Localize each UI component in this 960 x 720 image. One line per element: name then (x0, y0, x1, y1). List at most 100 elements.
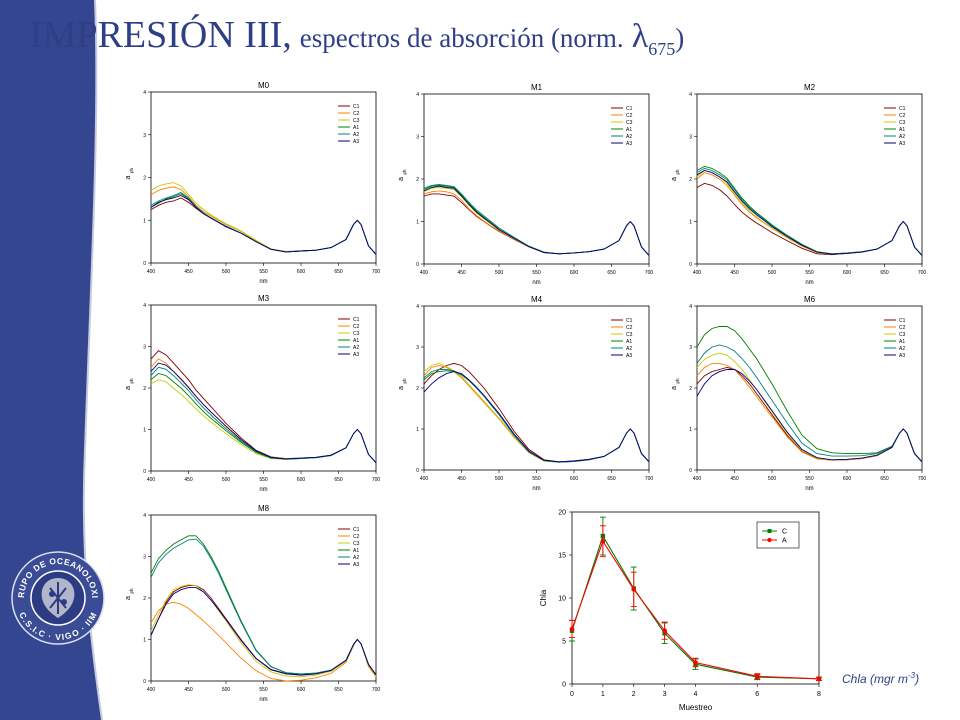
chla-caption-exponent: -3 (908, 671, 916, 680)
legend-label-c3: C3 (626, 120, 633, 126)
spectrum-panel-m4: M4 400 450 500 550 600 650 700 0 1 2 3 4 nm a ph C1 C2 C3 A… (394, 290, 667, 496)
series-line-a2 (423, 369, 650, 463)
x-tick-label: 550 (259, 687, 268, 693)
y-axis-label: a (125, 386, 132, 390)
y-axis-label: a (671, 386, 678, 390)
series-line-a3 (423, 371, 650, 463)
legend-label-a2: A2 (353, 132, 359, 138)
legend-label-c1: C1 (899, 318, 906, 324)
x-tick-label: 650 (607, 270, 616, 276)
series-line-a3 (696, 369, 923, 463)
y-tick-label: 3 (689, 135, 692, 141)
series-line-c1 (423, 193, 650, 256)
chla-caption: Chla (mgr m-3) (842, 671, 919, 686)
y-tick-label: 2 (689, 177, 692, 183)
data-point-a (600, 538, 606, 544)
title-close: ) (675, 23, 685, 53)
x-tick-label: 450 (730, 476, 739, 482)
y-tick-label: 1 (689, 427, 692, 433)
legend-label-c2: C2 (353, 111, 360, 117)
x-tick-label: 550 (259, 477, 268, 483)
legend-label-a3: A3 (626, 141, 632, 147)
legend-label-a3: A3 (353, 352, 359, 358)
series-line-a3 (150, 362, 377, 464)
chart-title-m8: M8 (258, 504, 270, 513)
y-tick-label: 1 (689, 220, 692, 226)
series-line-c1 (150, 585, 377, 676)
series-line-a2 (150, 538, 377, 676)
series-line-c2 (423, 365, 650, 463)
y-tick-label: 4 (689, 304, 692, 310)
legend-label-a1: A1 (353, 125, 359, 131)
plot-frame (150, 304, 377, 472)
x-tick-label: 600 (843, 476, 852, 482)
title-sub: espectros de absorción (norm. (299, 23, 624, 53)
legend-label-a3: A3 (353, 139, 359, 145)
y-tick-label: 0 (689, 262, 692, 268)
x-axis-label: nm (805, 486, 813, 492)
x-axis-label: Muestreo (679, 703, 713, 712)
series-line-a2 (696, 344, 923, 463)
data-point-a (693, 660, 698, 665)
title-lambda: λ (631, 18, 649, 55)
y-axis-label: a (125, 175, 132, 179)
x-tick-label: 8 (817, 691, 821, 698)
y-tick-label: 2 (689, 386, 692, 392)
series-line-c3 (423, 362, 650, 463)
spectrum-panel-m0: M0 400 450 500 550 600 650 700 0 1 2 3 4 nm a ph C1 C2 C3 A… (121, 76, 394, 289)
x-tick-label: 1 (601, 691, 605, 698)
x-tick-label: 500 (495, 476, 504, 482)
y-tick-label: 0 (416, 468, 419, 474)
legend-label-a3: A3 (899, 353, 905, 359)
chart-title-m2: M2 (804, 83, 816, 92)
x-tick-label: 500 (222, 687, 231, 693)
x-axis-label: nm (259, 487, 267, 493)
spectrum-panel-m2: M2 400 450 500 550 600 650 700 0 1 2 3 4 nm a ph C1 C2 C3 A… (667, 78, 940, 290)
data-point-a (816, 676, 822, 682)
legend-label-a1: A1 (899, 127, 905, 133)
y-axis-label-sub: ph (675, 378, 680, 384)
data-point-a (754, 673, 760, 679)
x-tick-label: 600 (570, 476, 579, 482)
chla-panel: 0 1 2 3 4 6 8 0 5 10 15 20 Muestreo Chla C A (534, 498, 839, 718)
series-line-a1 (423, 370, 650, 463)
y-tick-label: 15 (558, 553, 566, 560)
y-axis-label-sub: ph (402, 169, 407, 175)
legend-label-c2: C2 (899, 113, 906, 119)
x-tick-label: 400 (147, 269, 156, 275)
y-tick-label: 0 (143, 679, 146, 685)
series-line-c1 (423, 362, 650, 463)
legend-label-a2: A2 (353, 555, 359, 561)
legend-marker-c (767, 529, 772, 533)
legend-label-c3: C3 (353, 541, 360, 547)
x-axis-label: nm (805, 280, 813, 286)
legend-label-a2: A2 (353, 345, 359, 351)
x-tick-label: 6 (755, 691, 759, 698)
series-line-c2 (423, 190, 650, 256)
y-tick-label: 4 (143, 513, 146, 519)
x-tick-label: 650 (334, 477, 343, 483)
series-line-a3 (150, 587, 377, 676)
series-line-c1 (150, 350, 377, 464)
x-tick-label: 400 (420, 270, 429, 276)
x-tick-label: 650 (607, 476, 616, 482)
series-line-a2 (423, 184, 650, 256)
x-tick-label: 400 (147, 477, 156, 483)
x-tick-label: 650 (334, 687, 343, 693)
legend-label-a1: A1 (353, 548, 359, 554)
x-tick-label: 450 (184, 687, 193, 693)
x-tick-label: 400 (420, 476, 429, 482)
slide-title: IMPRESIÓN III, espectros de absorción (n… (30, 16, 685, 58)
legend-label-a3: A3 (353, 562, 359, 568)
legend-label-c3: C3 (899, 332, 906, 338)
x-tick-label: 550 (805, 270, 814, 276)
y-axis-label: a (398, 177, 405, 181)
y-tick-label: 2 (416, 386, 419, 392)
x-tick-label: 400 (693, 476, 702, 482)
legend-label-c3: C3 (353, 118, 360, 124)
